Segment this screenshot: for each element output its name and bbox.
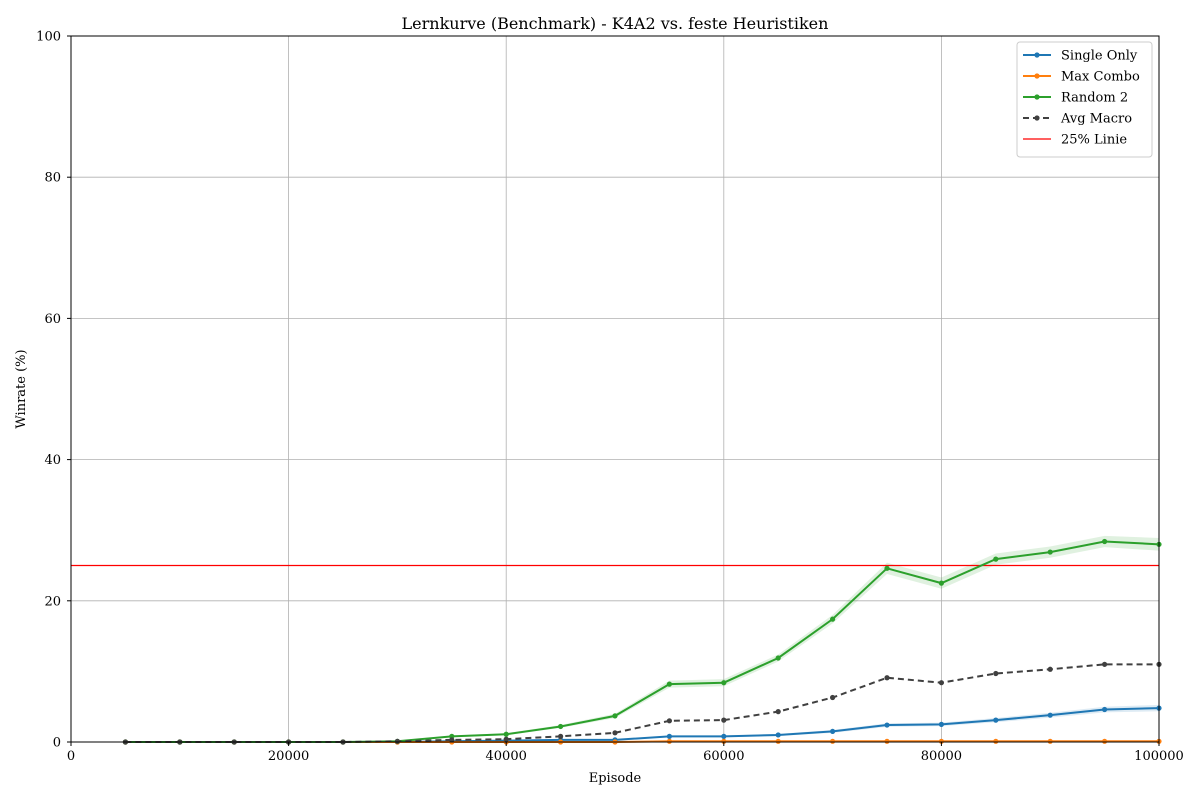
data-point — [775, 738, 781, 744]
data-point — [1102, 706, 1108, 713]
data-point — [884, 675, 890, 681]
data-point — [884, 722, 890, 728]
data-point — [666, 681, 673, 687]
data-point — [666, 738, 673, 744]
x-tick-label: 0 — [67, 749, 75, 764]
plot-frame — [70, 35, 1160, 743]
legend-marker — [1034, 52, 1040, 58]
data-point — [775, 655, 781, 661]
data-point — [394, 738, 400, 744]
data-point — [721, 680, 727, 686]
data-point — [612, 713, 618, 719]
data-point — [938, 580, 945, 586]
x-tick-label: 40000 — [486, 749, 527, 764]
data-point — [775, 732, 781, 738]
data-point — [884, 565, 890, 571]
x-tick-label: 100000 — [1134, 749, 1184, 764]
data-point — [993, 556, 999, 562]
y-tick-label: 20 — [44, 594, 61, 609]
y-axis-label: Winrate (%) — [14, 349, 29, 428]
data-point — [1047, 666, 1053, 672]
data-point — [612, 730, 618, 736]
data-point — [558, 723, 564, 730]
chart-title: Lernkurve (Benchmark) - K4A2 vs. feste H… — [402, 14, 829, 33]
legend-marker — [1034, 115, 1040, 121]
data-point — [449, 737, 455, 743]
x-tick-label: 80000 — [921, 749, 962, 764]
legend: Single Only Max Combo Random 2 Avg Macro 25%… — [1016, 41, 1153, 158]
data-point — [503, 731, 509, 737]
x-tick-label: 20000 — [268, 749, 309, 764]
data-point — [1102, 661, 1108, 667]
data-point — [503, 736, 509, 742]
y-tick-label: 80 — [44, 171, 61, 186]
legend-label: Single Only — [1061, 49, 1138, 64]
data-point — [993, 738, 999, 744]
legend-marker — [1034, 73, 1040, 79]
y-tick-label: 60 — [44, 312, 61, 327]
data-point — [830, 738, 836, 744]
y-tick-label: 0 — [53, 736, 61, 751]
data-point — [1047, 712, 1053, 718]
data-point — [884, 738, 890, 744]
y-tick-label: 100 — [36, 30, 61, 45]
data-point — [993, 717, 999, 723]
data-point — [830, 694, 836, 701]
legend-label: Avg Macro — [1060, 112, 1132, 127]
grid-layer — [70, 35, 1160, 743]
legend-label: 25% Linie — [1061, 133, 1127, 148]
legend-box — [1016, 41, 1153, 158]
legend-label: Max Combo — [1061, 70, 1140, 85]
axes-layer: 0 20000 40000 60000 80000 100000 0 20 40 60 80 100 — [36, 30, 1184, 765]
data-point — [666, 733, 673, 739]
data-point — [830, 728, 836, 735]
y-tick-label: 40 — [44, 453, 61, 468]
data-point — [1102, 738, 1108, 744]
data-point — [1047, 738, 1053, 744]
data-point — [1102, 538, 1108, 545]
data-point — [775, 709, 781, 715]
data-point — [721, 717, 727, 723]
data-point — [938, 721, 945, 727]
x-tick-label: 60000 — [703, 749, 744, 764]
data-point — [1047, 549, 1053, 555]
data-point — [666, 718, 673, 724]
data-point — [721, 738, 727, 744]
data-point — [938, 680, 945, 686]
legend-label: Random 2 — [1061, 91, 1128, 106]
data-point — [938, 738, 945, 744]
data-point — [830, 616, 836, 622]
data-point — [558, 733, 564, 739]
data-point — [721, 733, 727, 739]
legend-marker — [1034, 94, 1040, 100]
data-point — [993, 670, 999, 677]
x-axis-label: Episode — [589, 771, 642, 786]
